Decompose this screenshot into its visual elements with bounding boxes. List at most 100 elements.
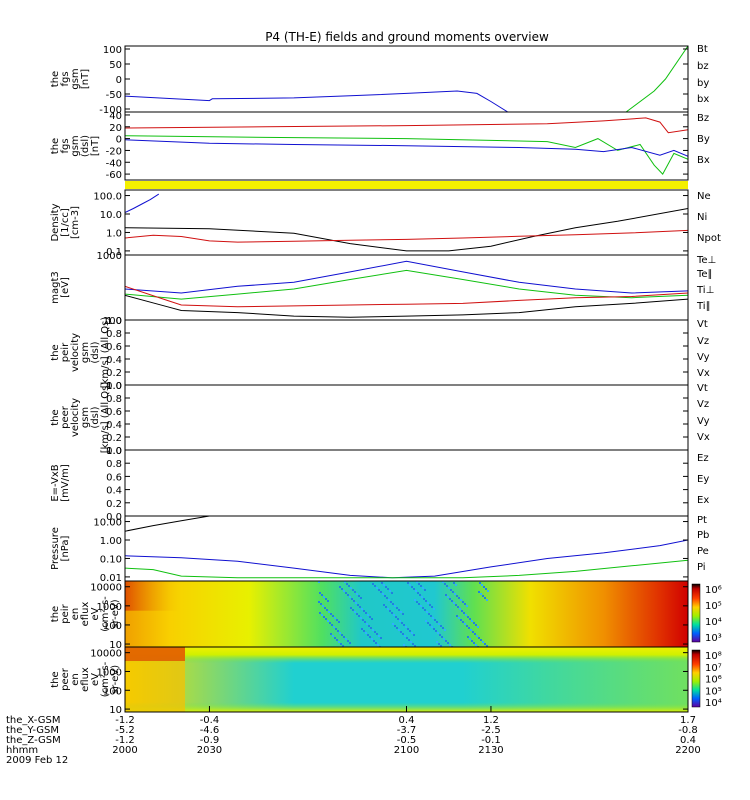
y-tick-label: 0.2: [106, 433, 122, 444]
y-ticks: 1.0 0.8 0.6 0.4 0.2 0.0: [106, 316, 688, 392]
y-label-line: (dsl): [90, 341, 101, 363]
y-label-line: magt3: [50, 271, 61, 304]
y-ticks: 10000 1000 100 10: [90, 649, 688, 716]
legend-entry: Ey: [697, 474, 709, 485]
y-label-line: velocity: [70, 398, 81, 437]
legend: Ez Ey Ex: [697, 453, 709, 506]
y-label-line: eV: [90, 673, 101, 686]
spectrogram-image: [125, 647, 688, 712]
y-tick-label: 1000: [97, 667, 122, 678]
legend: Te⊥ Te∥ Ti⊥ Ti∥: [696, 255, 716, 312]
series-line: [125, 269, 688, 300]
x-row-label: the_Z-GSM: [6, 735, 61, 746]
series-line: [125, 90, 509, 112]
y-tick-label: 0.2: [106, 368, 122, 379]
y-label-line: (dsl): [90, 406, 101, 428]
x-tick-label: 0.4: [680, 735, 696, 746]
y-tick-label: 0: [116, 75, 122, 86]
panel-pressure: Pt Pb Pe Pi 10.00 1.00 0.10 0.01 Pressure [nPa]: [50, 515, 709, 584]
legend-entry: Te∥: [696, 269, 713, 280]
y-tick-label: 0.01: [100, 573, 122, 584]
series-group: [125, 117, 688, 175]
y-tick-label: 10000: [90, 583, 122, 594]
y-label-line: peer: [60, 405, 71, 429]
x-tick-label: 2030: [197, 745, 222, 756]
x-tick-label: 2200: [675, 745, 700, 756]
series-line: [625, 46, 688, 112]
y-axis-label: Density [1/cc] [cm-3]: [50, 203, 81, 241]
series-line: [125, 193, 160, 213]
y-tick-label: 1.0: [106, 446, 122, 457]
y-tick-label: -60: [106, 170, 122, 181]
series-line: [125, 135, 688, 175]
y-tick-label: 0.0: [106, 512, 122, 523]
y-label-line: the: [50, 409, 61, 425]
y-tick-label: -20: [106, 146, 122, 157]
y-label-line: fgs: [60, 138, 71, 153]
y-label-line: the: [50, 606, 61, 622]
legend-entry: Pi: [697, 562, 706, 573]
y-label-line: fgs: [60, 71, 71, 86]
y-label-line: (cm²-s-: [100, 661, 111, 697]
series-line: [125, 539, 688, 579]
y-tick-label: 0.6: [106, 407, 122, 418]
panel-frame: [124, 254, 689, 321]
legend: Pt Pb Pe Pi: [697, 515, 709, 573]
y-tick-label: 0.4: [106, 355, 122, 366]
legend-entry: Pe: [697, 546, 709, 557]
y-tick-label: -50: [106, 90, 122, 101]
y-tick-label: 1000: [97, 251, 122, 262]
legend: Bz By Bx: [697, 113, 710, 166]
legend-entry: Ex: [697, 495, 709, 506]
y-tick-label: 1.0: [106, 316, 122, 327]
legend: Vt Vz Vy Vx: [697, 383, 710, 443]
x-tick-label: -2.5: [481, 725, 501, 736]
legend-entry: Vx: [697, 432, 710, 443]
x-tick-label: -0.9: [200, 735, 220, 746]
panel-peir-spectrogram: 10⁶ 10⁵ 10⁴ 10³ 10000 1000 100 10 the peir en eflux…: [50, 580, 722, 651]
series-line: [125, 285, 688, 308]
y-tick-label: -40: [106, 158, 122, 169]
x-tick-label: -3.7: [397, 725, 417, 736]
y-label-line: eflux: [80, 667, 91, 692]
y-axis-label: magt3 [eV]: [50, 271, 71, 304]
y-ticks: 1.0 0.8 0.6 0.4 0.2 0.0: [106, 381, 688, 457]
y-tick-label: 0.6: [106, 342, 122, 353]
y-label-line: gsm: [70, 68, 81, 89]
x-tick-label: 2100: [394, 745, 419, 756]
y-label-line: Pressure: [50, 527, 61, 570]
y-tick-label: 10: [109, 640, 122, 651]
y-label-line: [mV/m]: [60, 464, 71, 502]
legend-entry: Pt: [697, 515, 707, 526]
y-label-line: peer: [60, 667, 71, 691]
legend-entry: Ti⊥: [696, 285, 714, 296]
date-label: 2009 Feb 12: [6, 755, 68, 766]
legend-entry: Bx: [697, 155, 710, 166]
y-tick-label: 0.4: [106, 420, 122, 431]
y-tick-label: 100: [103, 45, 122, 56]
y-label-line: (dsl): [80, 135, 91, 157]
x-tick-label: -0.4: [200, 715, 220, 726]
y-label-line: the: [50, 671, 61, 687]
y-label-line: eflux: [80, 602, 91, 627]
series-line: [125, 294, 688, 318]
colorbar-label: 10⁷: [705, 663, 722, 674]
legend-entry: Vz: [697, 336, 709, 347]
series-group: [125, 516, 688, 579]
y-axis-label: E=-VxB [mV/m]: [50, 464, 71, 502]
colorbar-label: 10⁵: [705, 686, 722, 697]
legend-entry: Bz: [697, 113, 709, 124]
y-label-line: en: [70, 673, 81, 686]
spectrogram-image: [125, 581, 688, 647]
y-axis-label: the peir velocity gsm (dsl) [km/s] (All Qs): [50, 317, 111, 389]
y-label-line: [km/s] (All Qs): [100, 317, 111, 389]
y-tick-label: 10.0: [100, 210, 122, 221]
y-ticks: 1000 100: [97, 251, 688, 327]
y-axis-label: the fgs gsm (dsl) [nT]: [50, 135, 101, 157]
series-line: [125, 516, 210, 532]
